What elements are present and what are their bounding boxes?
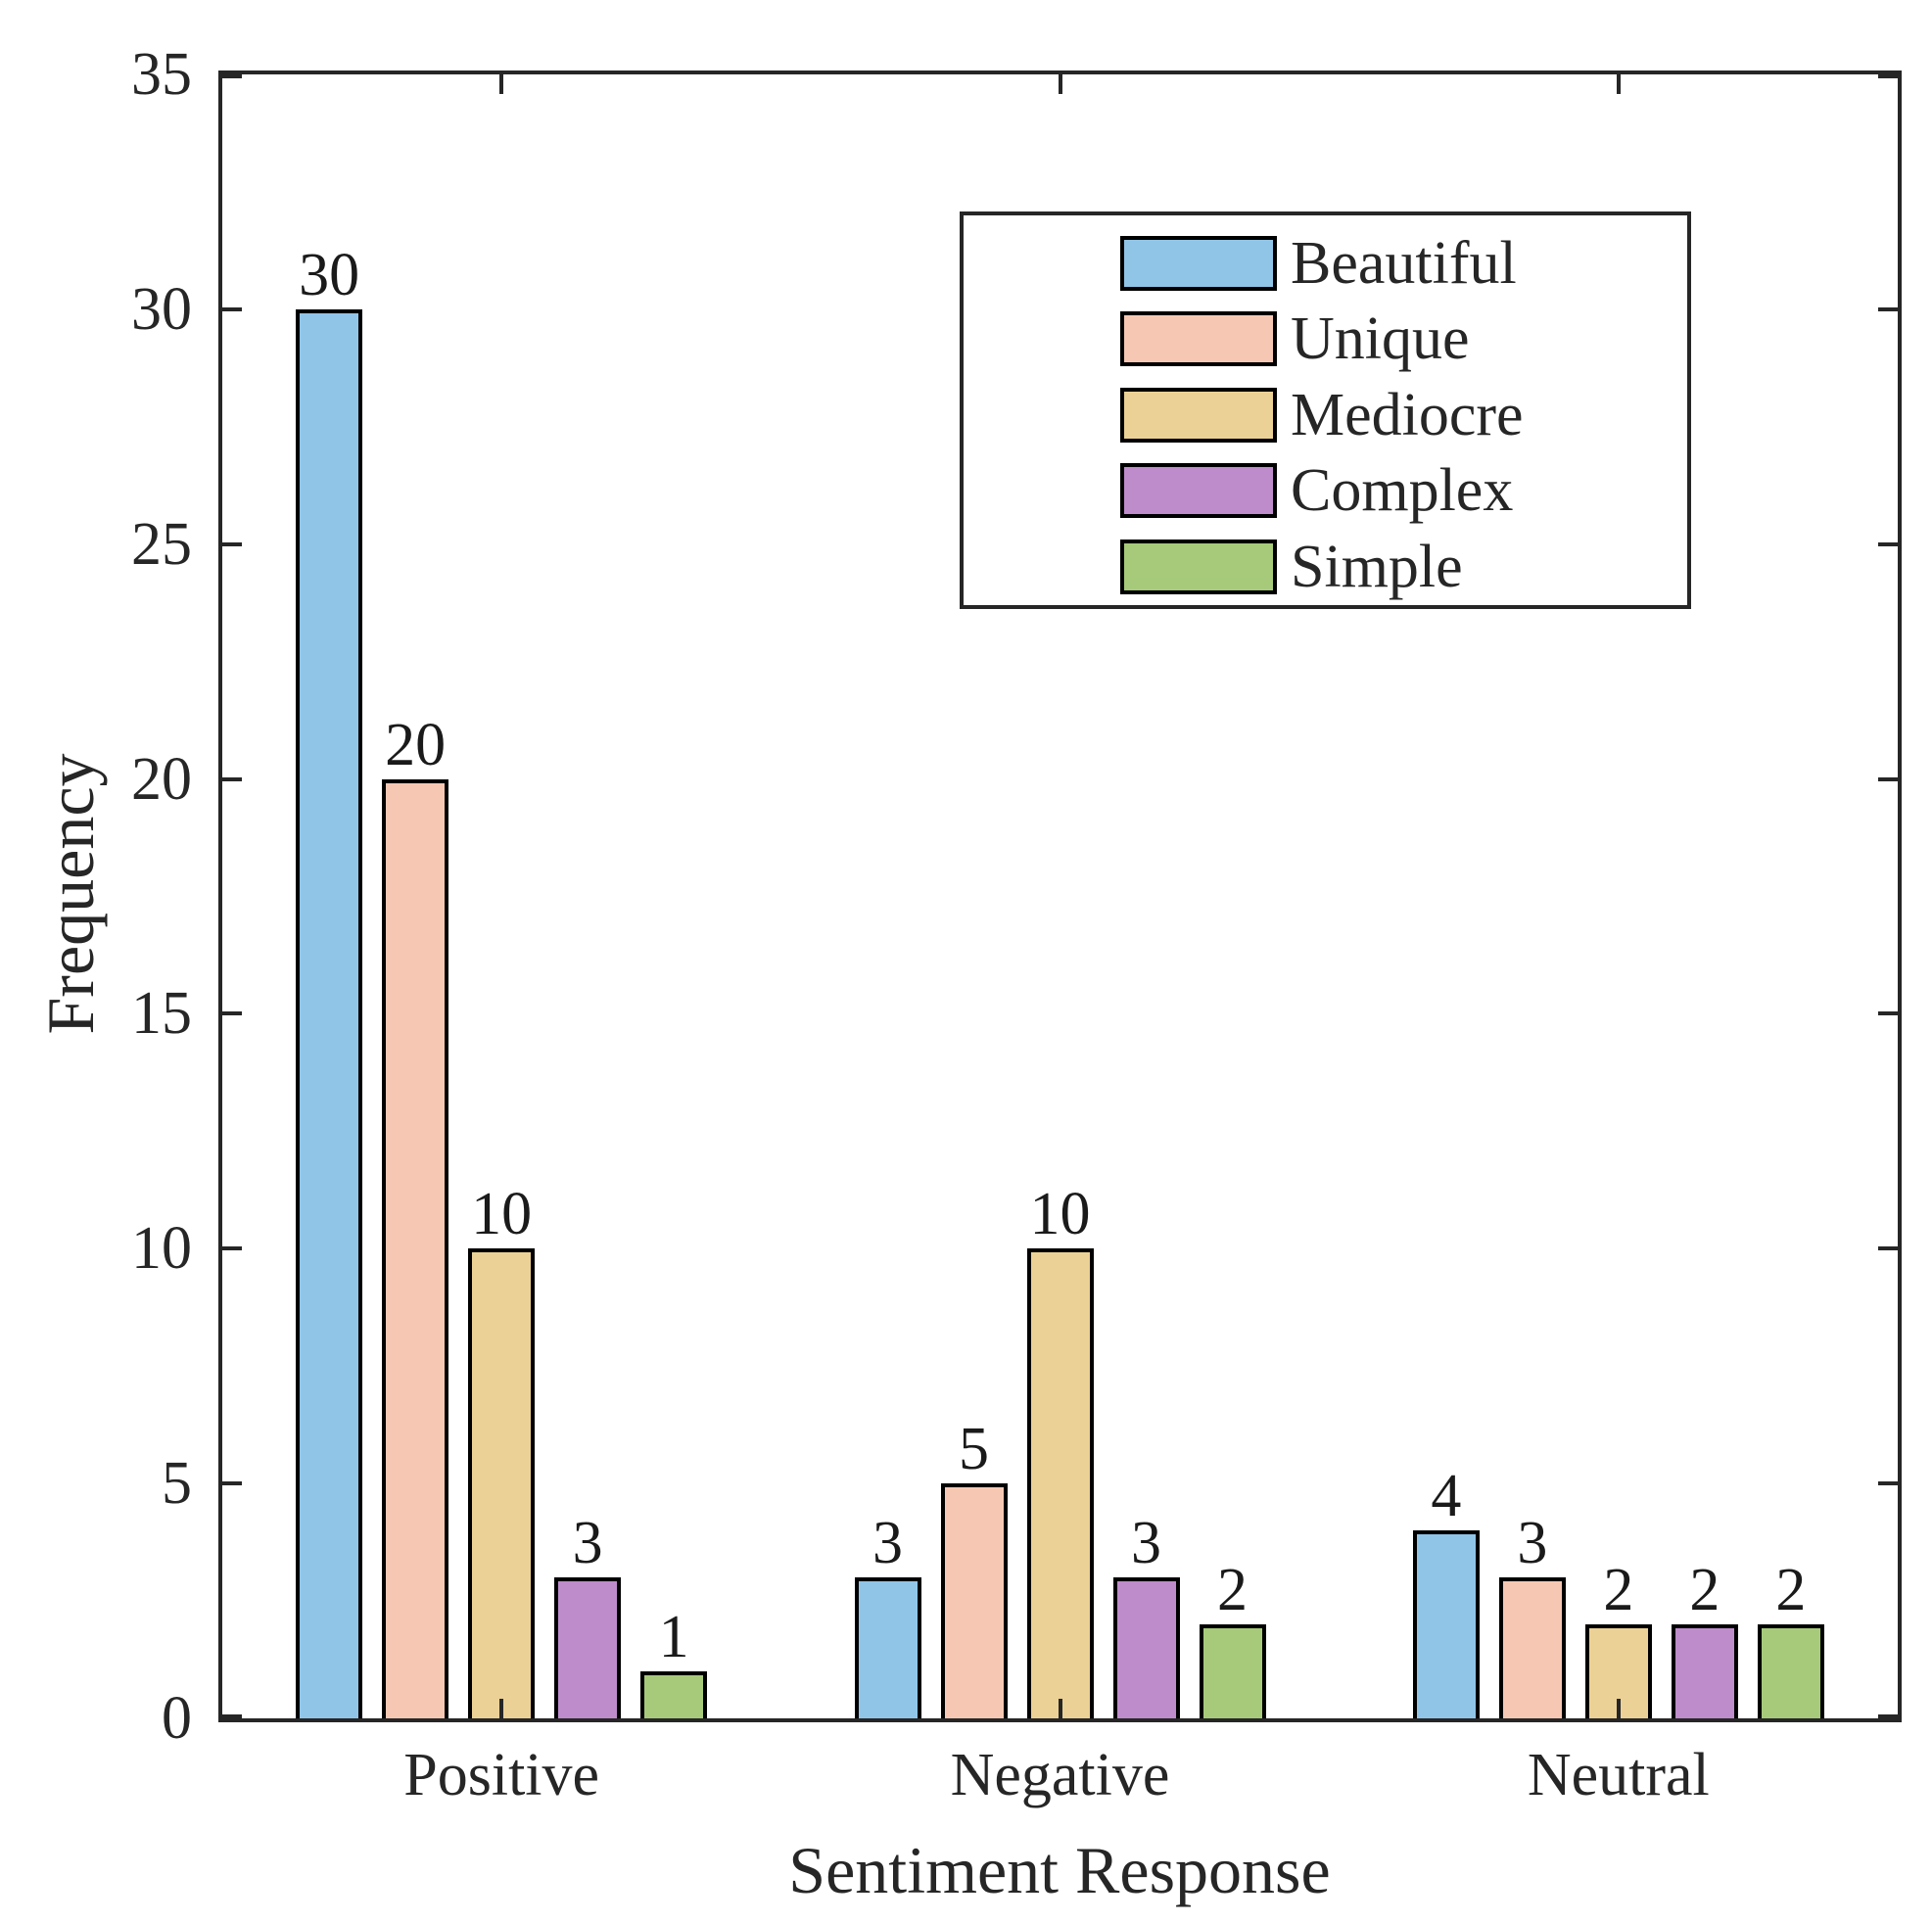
bar-value-label: 4: [1431, 1463, 1462, 1530]
bar-value-label: 10: [1029, 1181, 1091, 1248]
bar: [854, 1577, 921, 1718]
bar: [1112, 1577, 1180, 1718]
x-axis-tick: [499, 74, 504, 94]
y-axis-tick: [1878, 1246, 1898, 1251]
bar: [1199, 1624, 1266, 1718]
bar-value-label: 20: [385, 711, 447, 778]
legend-entry: Simple: [964, 529, 1687, 605]
legend-label: Beautiful: [1291, 229, 1517, 297]
legend-entry: Complex: [964, 453, 1687, 530]
legend-swatch: [1120, 235, 1277, 291]
x-axis-tick: [1058, 74, 1062, 94]
bar: [468, 1248, 536, 1718]
bar-value-label: 3: [1131, 1510, 1161, 1577]
bar: [382, 778, 449, 1718]
bar-value-label: 10: [471, 1181, 533, 1248]
y-axis-tick: [222, 74, 242, 78]
x-axis-tick: [1616, 74, 1621, 94]
legend-entry: Beautiful: [964, 225, 1687, 302]
bar-value-label: 1: [658, 1604, 689, 1671]
y-axis-tick: [1878, 74, 1898, 78]
legend-swatch: [1120, 311, 1277, 367]
bar-value-label: 3: [1517, 1510, 1548, 1577]
y-axis-tick: [1878, 1481, 1898, 1486]
y-tick-label: 20: [131, 745, 192, 813]
bar-value-label: 2: [1775, 1557, 1807, 1624]
bar-value-label: 5: [959, 1416, 989, 1483]
y-axis-tick: [222, 776, 242, 781]
y-axis-tick: [222, 306, 242, 311]
bar: [1026, 1248, 1094, 1718]
bar: [1412, 1530, 1480, 1718]
bar-value-label: 3: [572, 1510, 603, 1577]
y-axis-tick: [222, 1011, 242, 1016]
legend: Beautiful Unique Mediocre Complex Simple: [960, 211, 1691, 609]
x-axis-tick: [1058, 1699, 1062, 1718]
legend-entry: Unique: [964, 302, 1687, 378]
legend-entry: Mediocre: [964, 377, 1687, 453]
x-axis-label: Sentiment Response: [788, 1833, 1331, 1907]
bar-value-label: 2: [1689, 1557, 1720, 1624]
bar: [940, 1483, 1008, 1718]
legend-swatch: [1120, 539, 1277, 594]
x-axis-tick: [1616, 1699, 1621, 1718]
y-tick-label: 5: [162, 1450, 192, 1518]
bar-value-label: 2: [1217, 1557, 1248, 1624]
legend-label: Complex: [1291, 457, 1514, 525]
x-tick-label: Positive: [403, 1742, 600, 1808]
legend-swatch: [1120, 463, 1277, 519]
bar-value-label: 2: [1603, 1557, 1634, 1624]
bar: [1757, 1624, 1824, 1718]
y-axis-tick: [1878, 306, 1898, 311]
bar: [554, 1577, 622, 1718]
legend-label: Unique: [1291, 305, 1470, 373]
y-tick-label: 10: [131, 1215, 192, 1283]
bar: [296, 308, 363, 1718]
x-tick-label: Negative: [950, 1742, 1170, 1808]
bar-value-label: 3: [872, 1510, 903, 1577]
y-axis-tick: [222, 1246, 242, 1251]
y-axis-tick: [222, 1481, 242, 1486]
y-tick-label: 15: [131, 980, 192, 1048]
bar: [1584, 1624, 1652, 1718]
y-axis-tick: [1878, 776, 1898, 781]
y-tick-label: 35: [131, 41, 192, 108]
legend-label: Mediocre: [1291, 381, 1524, 448]
bar-value-label: 30: [299, 241, 360, 308]
legend-swatch: [1120, 387, 1277, 443]
legend-label: Simple: [1291, 533, 1463, 600]
x-axis-tick: [499, 1699, 504, 1718]
y-axis-tick: [1878, 1714, 1898, 1718]
bar: [640, 1671, 708, 1718]
y-tick-label: 25: [131, 510, 192, 578]
bar: [1671, 1624, 1738, 1718]
y-axis-tick: [1878, 541, 1898, 546]
bar: [1498, 1577, 1566, 1718]
y-axis-tick: [222, 541, 242, 546]
y-tick-label: 30: [131, 275, 192, 343]
y-axis-tick: [222, 1714, 242, 1718]
x-tick-label: Neutral: [1527, 1742, 1710, 1808]
y-tick-label: 0: [162, 1685, 192, 1752]
y-axis-tick: [1878, 1011, 1898, 1016]
